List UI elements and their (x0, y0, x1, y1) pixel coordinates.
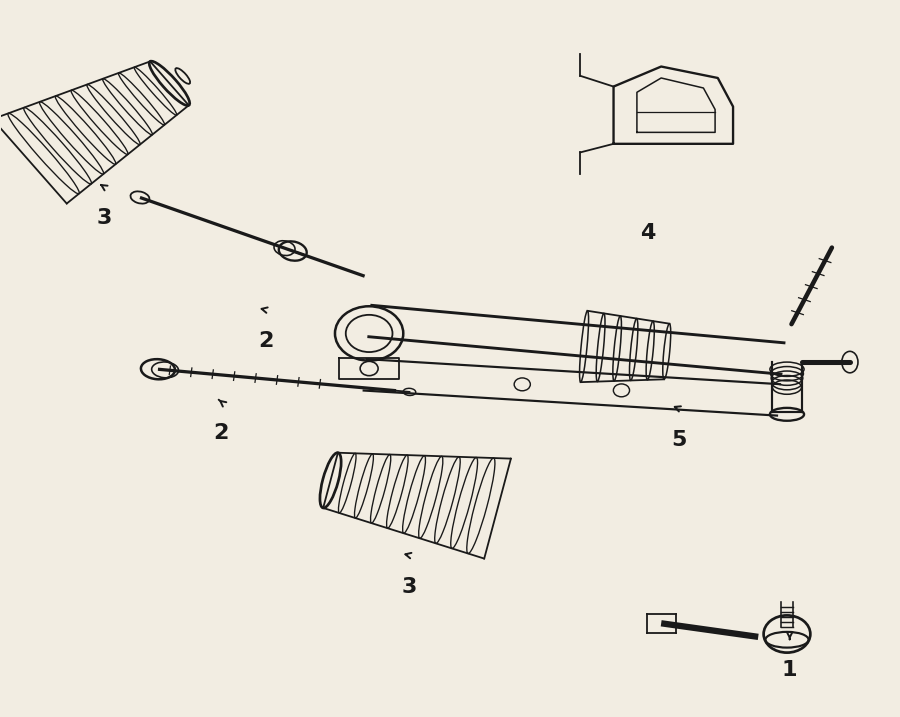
Text: 1: 1 (782, 660, 797, 680)
Text: 3: 3 (96, 208, 112, 228)
Text: 3: 3 (402, 576, 418, 597)
Text: 2: 2 (213, 423, 229, 443)
Text: 4: 4 (640, 222, 655, 242)
Text: 5: 5 (671, 430, 687, 450)
Text: 2: 2 (258, 331, 274, 351)
